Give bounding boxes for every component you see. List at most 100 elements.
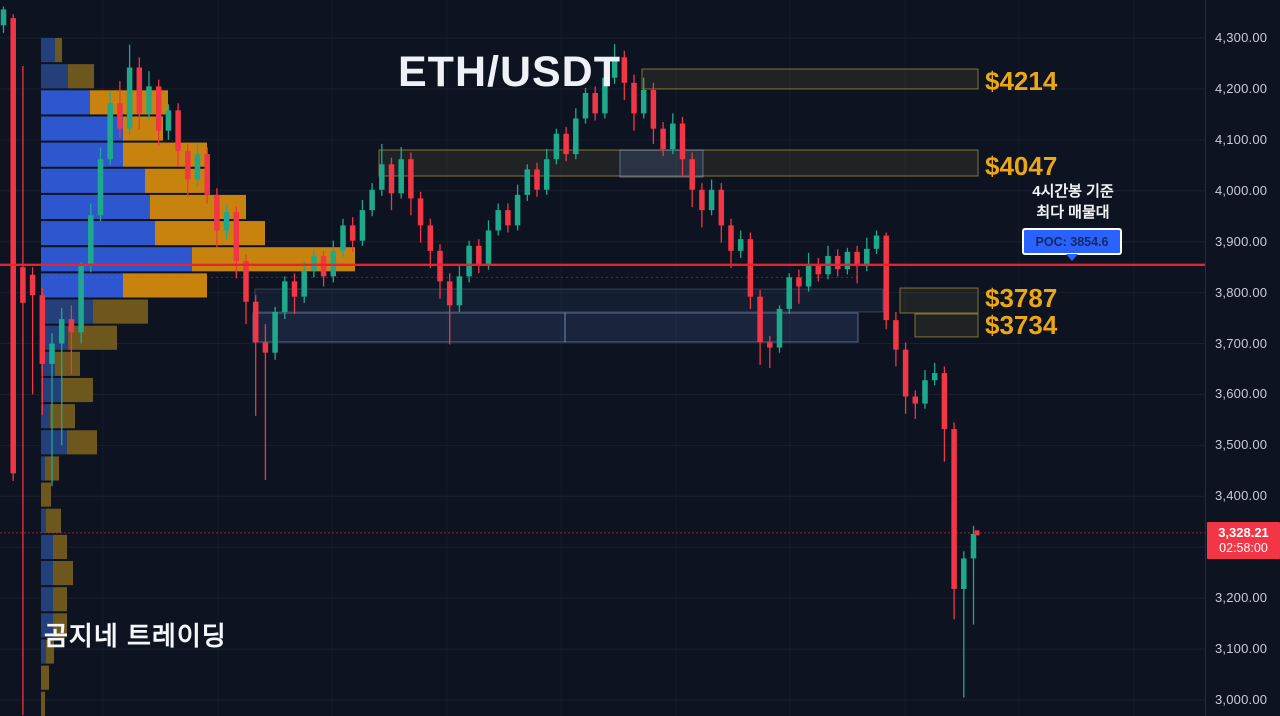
candle-body [107,103,113,160]
candle-body [146,86,152,114]
candle-body [573,118,579,155]
price-tick-label: 3,700.00 [1215,335,1268,351]
candle-body [611,57,618,78]
volume-profile-sell-bar [68,325,117,350]
candle-body [155,86,162,131]
price-tick-label: 3,600.00 [1215,386,1268,402]
candle-body [185,151,191,180]
candle-body [728,225,734,251]
volume-profile-buy-bar [41,613,53,638]
candle-body [485,230,492,265]
price-tick-label: 4,200.00 [1215,80,1268,96]
candle-body [282,281,288,312]
candle-body [834,255,841,270]
candle-body [679,123,686,160]
candle-body [922,380,928,404]
candle-body [49,343,55,364]
last-price-badge: 3,328.21 02:58:00 [1207,521,1280,559]
candle-body [815,264,822,275]
supply-demand-zone[interactable] [254,288,884,313]
volume-profile-buy-bar [41,639,46,664]
candle-body [961,558,967,589]
candle-body [243,261,249,302]
candle-body [272,311,278,353]
price-level-label: $4214 [985,65,1058,96]
price-tick-label: 3,400.00 [1215,488,1268,504]
candle-body [126,67,133,129]
price-level-label: $3734 [985,310,1058,341]
volume-profile-sell-bar [150,194,246,220]
candle-body [446,281,453,306]
candle-body [563,133,569,155]
supply-demand-zone[interactable] [899,287,979,314]
candle-body [505,210,511,226]
candle-body [88,215,94,267]
candle-body [941,373,948,430]
candle-body [737,239,744,251]
price-tick-label: 4,000.00 [1215,182,1268,198]
volume-profile-sell-bar [41,691,45,716]
poc-pointer-icon [1066,254,1078,261]
candle-body [10,18,16,474]
supply-demand-zone[interactable] [619,149,704,178]
volume-profile-sell-bar [67,430,97,455]
candle-body [175,110,181,152]
candle-body [893,320,899,350]
candle-body [592,92,598,114]
candle-body [349,225,356,241]
price-tick-label: 3,200.00 [1215,590,1268,606]
price-axis[interactable]: 4,300.00 4,200.00 4,100.00 4,000.00 3,900.00… [1205,0,1280,716]
volume-profile-buy-bar [41,561,53,586]
candle-body [524,169,531,195]
volume-profile-buy-bar [41,508,46,533]
candle-body [621,57,628,83]
poc-value-label: POC: 3854.6 [1024,230,1120,253]
last-price: 3,328.21 [1218,524,1269,540]
candle-body [262,342,269,353]
poc-callout[interactable]: POC: 3854.6 [1022,228,1122,261]
volume-profile-sell-bar [93,299,148,324]
candle-body [757,296,763,343]
candle-body [699,189,705,211]
candle-body [776,308,783,348]
candle-body [931,373,938,381]
supply-demand-zone[interactable] [378,149,979,177]
candle-body [747,239,754,297]
candle-body [204,154,210,195]
supply-demand-zone[interactable] [641,68,979,90]
volume-profile-buy-bar [41,90,90,115]
candle-body [408,159,414,199]
candle-body [320,255,327,277]
candle-body [631,82,637,114]
price-tick-label: 3,800.00 [1215,284,1268,300]
volume-profile-sell-bar [55,351,80,376]
poc-annotation: 4시간봉 기준 최다 매물대 [985,181,1161,223]
candle-body [223,212,230,231]
supply-demand-zone[interactable] [252,312,566,343]
volume-profile-buy-bar [41,456,45,481]
candle-body [20,267,26,303]
candle-body [233,212,240,262]
candle-body [117,103,123,129]
candle-body [58,319,65,344]
candle-body [796,277,802,287]
volume-profile-sell-bar [50,404,75,429]
candle-body [844,251,851,270]
supply-demand-zone[interactable] [914,313,979,338]
supply-demand-zone[interactable] [564,312,859,343]
candle-body [359,210,366,241]
candle-body [252,301,259,343]
candle-body [864,248,870,267]
volume-profile-buy-bar [41,534,53,559]
price-tick-label: 4,100.00 [1215,131,1268,147]
candle-body [660,128,666,150]
price-tick-label: 4,300.00 [1215,30,1268,45]
volume-profile-sell-bar [53,534,67,559]
candle-body [805,264,812,287]
candle-body [68,319,75,333]
price-tick-label: 3,900.00 [1215,233,1268,249]
candle-body [553,133,560,160]
candle-body [689,159,695,190]
candle-body [534,169,540,190]
